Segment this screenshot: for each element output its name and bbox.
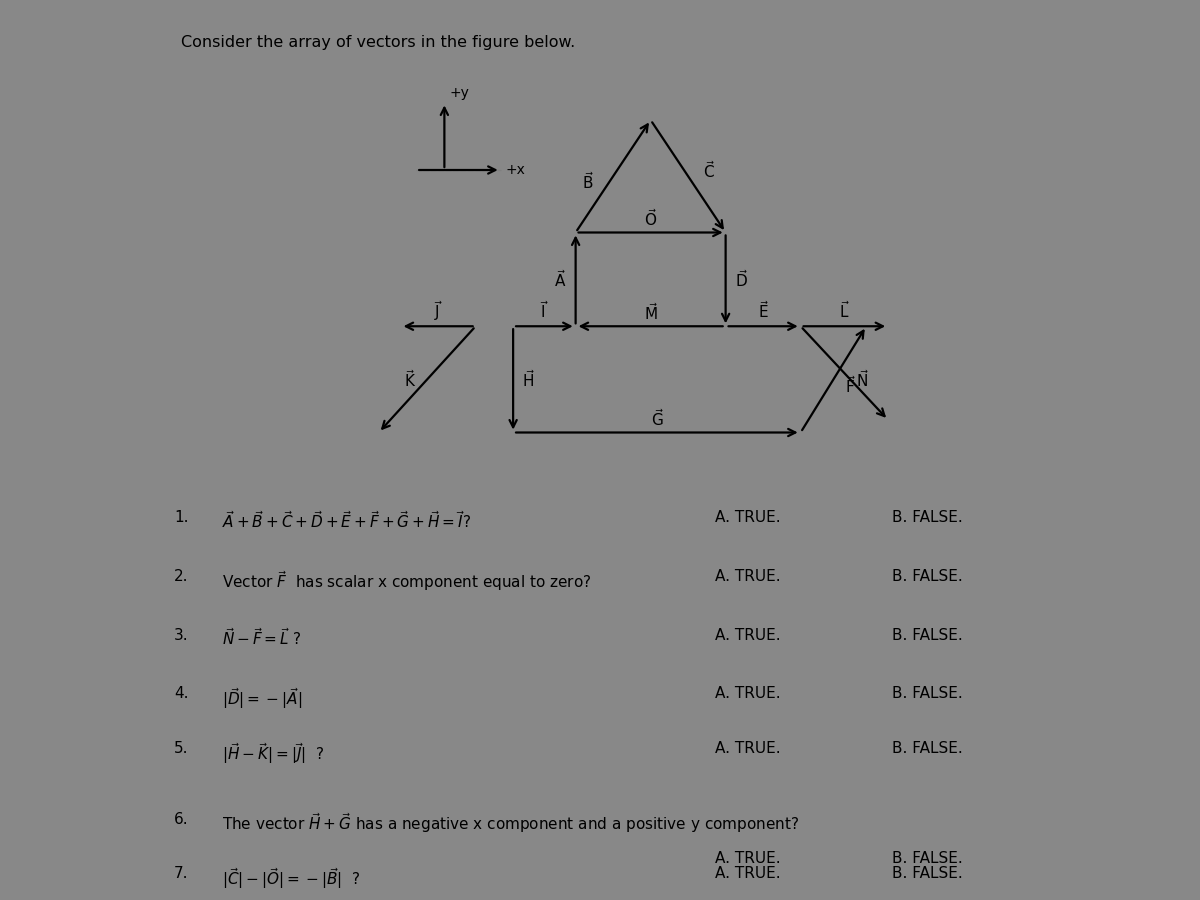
Text: A. TRUE.: A. TRUE.: [715, 686, 781, 701]
Text: +x: +x: [505, 163, 526, 177]
Text: The vector $\vec{H} + \vec{G}$ has a negative x component and a positive y compo: The vector $\vec{H} + \vec{G}$ has a neg…: [222, 812, 799, 835]
Text: $\vec{\mathrm{O}}$: $\vec{\mathrm{O}}$: [644, 208, 658, 230]
Text: A. TRUE.: A. TRUE.: [715, 741, 781, 756]
Text: Consider the array of vectors in the figure below.: Consider the array of vectors in the fig…: [181, 35, 575, 50]
Text: $\vec{\mathrm{J}}$: $\vec{\mathrm{J}}$: [433, 299, 443, 322]
Text: +y: +y: [449, 86, 469, 100]
Text: 2.: 2.: [174, 569, 188, 584]
Text: $|\vec{H} - \vec{K}| = |\vec{J}|$  ?: $|\vec{H} - \vec{K}| = |\vec{J}|$ ?: [222, 741, 324, 766]
Text: $\vec{\mathrm{G}}$: $\vec{\mathrm{G}}$: [650, 409, 664, 429]
Text: $\vec{\mathrm{C}}$: $\vec{\mathrm{C}}$: [703, 160, 715, 181]
Text: 7.: 7.: [174, 867, 188, 881]
Text: A. TRUE.: A. TRUE.: [715, 867, 781, 881]
Text: $\vec{A} + \vec{B} + \vec{C} + \vec{D} + \vec{E} + \vec{F} + \vec{G} + \vec{H} =: $\vec{A} + \vec{B} + \vec{C} + \vec{D} +…: [222, 510, 470, 531]
Text: $\vec{\mathrm{I}}$: $\vec{\mathrm{I}}$: [540, 300, 548, 321]
Text: 4.: 4.: [174, 686, 188, 701]
Text: $\vec{\mathrm{A}}$: $\vec{\mathrm{A}}$: [554, 269, 566, 290]
Text: $\vec{\mathrm{E}}$: $\vec{\mathrm{E}}$: [757, 300, 769, 321]
Text: $\vec{\mathrm{M}}$: $\vec{\mathrm{M}}$: [643, 302, 658, 323]
Text: $|\vec{D}| = -|\vec{A}|$: $|\vec{D}| = -|\vec{A}|$: [222, 686, 301, 711]
Text: $\vec{\mathrm{F}}$: $\vec{\mathrm{F}}$: [846, 375, 857, 396]
Text: A. TRUE.: A. TRUE.: [715, 569, 781, 584]
Text: A. TRUE.: A. TRUE.: [715, 510, 781, 525]
Text: B. FALSE.: B. FALSE.: [892, 867, 962, 881]
Text: 3.: 3.: [174, 627, 188, 643]
Text: Vector $\vec{F}$  has scalar x component equal to zero?: Vector $\vec{F}$ has scalar x component …: [222, 569, 592, 593]
Text: 5.: 5.: [174, 741, 188, 756]
Text: B. FALSE.: B. FALSE.: [892, 850, 962, 866]
Text: $\vec{\mathrm{H}}$: $\vec{\mathrm{H}}$: [522, 369, 535, 390]
Text: A. TRUE.: A. TRUE.: [715, 627, 781, 643]
Text: B. FALSE.: B. FALSE.: [892, 569, 962, 584]
Text: $\vec{\mathrm{N}}$: $\vec{\mathrm{N}}$: [856, 369, 868, 390]
Text: $\vec{\mathrm{K}}$: $\vec{\mathrm{K}}$: [403, 369, 416, 390]
Text: 1.: 1.: [174, 510, 188, 525]
Text: $\vec{\mathrm{D}}$: $\vec{\mathrm{D}}$: [734, 269, 748, 290]
Text: $|\vec{C}| - |\vec{O}| = -|\vec{B}|$  ?: $|\vec{C}| - |\vec{O}| = -|\vec{B}|$ ?: [222, 867, 360, 891]
Text: 6.: 6.: [174, 812, 188, 826]
Text: $\vec{N} - \vec{F} = \vec{L}$ ?: $\vec{N} - \vec{F} = \vec{L}$ ?: [222, 627, 301, 649]
Text: B. FALSE.: B. FALSE.: [892, 686, 962, 701]
Text: $\vec{\mathrm{L}}$: $\vec{\mathrm{L}}$: [839, 300, 850, 321]
Text: B. FALSE.: B. FALSE.: [892, 627, 962, 643]
Text: $\vec{\mathrm{B}}$: $\vec{\mathrm{B}}$: [582, 171, 594, 193]
Text: B. FALSE.: B. FALSE.: [892, 741, 962, 756]
Text: B. FALSE.: B. FALSE.: [892, 510, 962, 525]
Text: A. TRUE.: A. TRUE.: [715, 850, 781, 866]
